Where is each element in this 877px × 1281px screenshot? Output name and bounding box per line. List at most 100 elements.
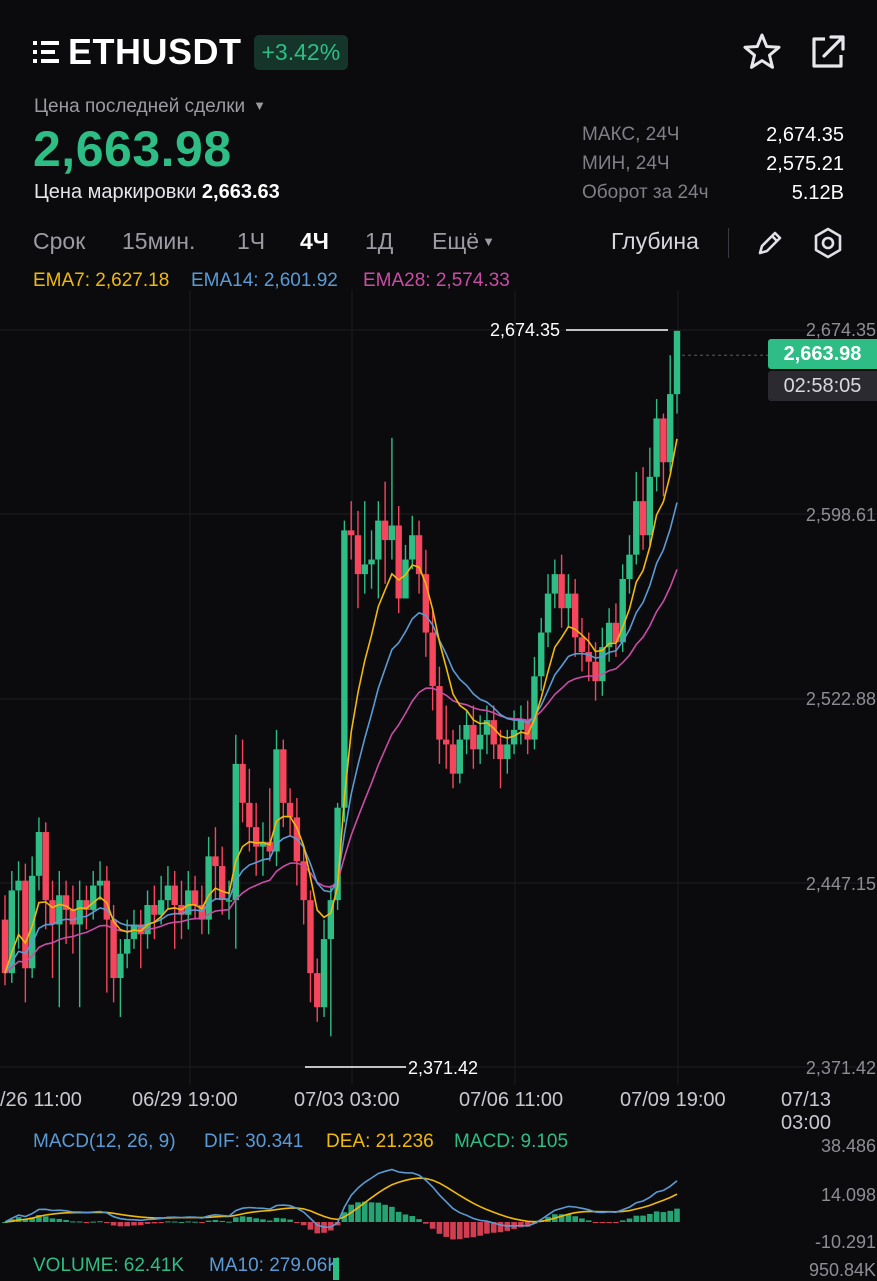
candle <box>599 627 606 696</box>
volume-label: VOLUME: 62.41K <box>33 1255 185 1276</box>
caret-down-icon: ▼ <box>482 234 495 249</box>
candle <box>504 729 511 774</box>
stat-turnover-label: Оборот за 24ч <box>582 182 709 203</box>
star-icon[interactable] <box>742 32 782 72</box>
macd-histogram-bar <box>484 1222 490 1234</box>
tab-1h[interactable]: 1Ч <box>237 228 266 254</box>
macd-histogram-bar <box>565 1214 572 1222</box>
macd-histogram-bar <box>619 1220 626 1222</box>
candlestick-chart[interactable] <box>0 290 877 1090</box>
candle <box>49 880 56 979</box>
candle <box>551 559 559 609</box>
caret-down-icon[interactable]: ▼ <box>253 98 266 113</box>
tab-15m[interactable]: 15мин. <box>122 228 196 254</box>
stat-turnover-value: 5.12B <box>791 182 844 204</box>
macd-histogram-bar <box>90 1221 97 1223</box>
candle <box>456 724 463 784</box>
settings-icon[interactable] <box>811 226 845 260</box>
candle <box>286 788 294 837</box>
candle <box>307 890 314 1003</box>
mark-price-value: 2,663.63 <box>201 181 280 203</box>
candle <box>334 802 341 910</box>
macd-histogram-bar <box>165 1221 171 1223</box>
macd-histogram-bar <box>124 1222 130 1227</box>
candle <box>449 729 457 789</box>
candle <box>558 554 565 628</box>
macd-histogram-bar <box>518 1222 524 1228</box>
candle <box>483 705 491 755</box>
macd-histogram-bar <box>633 1215 640 1222</box>
symbol-name[interactable]: ETHUSDT <box>68 31 242 72</box>
time-axis-label: /26 11:00 <box>0 1089 82 1111</box>
macd-histogram-bar <box>171 1221 178 1223</box>
candle <box>388 437 396 560</box>
candle <box>639 467 647 550</box>
price-axis-label: 2,598.61 <box>805 505 876 525</box>
macd-histogram-bar <box>585 1220 592 1222</box>
stat-high-value: 2,674.35 <box>766 124 844 146</box>
dif-line <box>4 1168 678 1229</box>
macd-histogram-bar <box>226 1221 232 1223</box>
macd-histogram-bar <box>158 1222 164 1223</box>
candle <box>347 501 355 560</box>
tab-more[interactable]: Ещё ▼ <box>432 228 495 255</box>
macd-histogram-bar <box>647 1213 653 1222</box>
macd-histogram-bar <box>280 1218 287 1222</box>
macd-histogram-bar <box>42 1216 49 1222</box>
candle <box>619 564 626 652</box>
tab-more-label: Ещё <box>432 228 480 254</box>
candle <box>612 603 620 657</box>
dea-line <box>4 1177 678 1223</box>
last-price-label-text: Цена последней сделки <box>34 96 246 117</box>
candle <box>144 890 151 949</box>
change-badge: +3.42% <box>253 34 349 70</box>
tab-period[interactable]: Срок <box>33 228 86 254</box>
macd-histogram-bar <box>49 1218 56 1222</box>
tab-1d[interactable]: 1Д <box>365 228 394 254</box>
candle <box>191 875 199 920</box>
macd-histogram-bar <box>219 1220 226 1222</box>
share-icon[interactable] <box>808 32 848 72</box>
candle <box>402 544 409 599</box>
price-axis-label: 2,447.15 <box>805 874 876 894</box>
macd-histogram-bar <box>592 1222 599 1223</box>
macd-dea-label: DEA: 21.236 <box>326 1131 434 1152</box>
candle <box>259 822 267 876</box>
macd-axis-label: 38.486 <box>820 1136 876 1156</box>
symbol-header[interactable]: ETHUSDT +3.42% <box>32 30 349 74</box>
candle <box>137 909 144 969</box>
last-price-label[interactable]: Цена последней сделки ▼ <box>34 96 266 118</box>
candle <box>1 895 9 986</box>
countdown-tag: 02:58:05 <box>768 371 877 401</box>
candle <box>42 822 49 930</box>
macd-histogram-bar <box>266 1220 273 1222</box>
macd-histogram-bar <box>273 1217 280 1222</box>
macd-histogram-bar <box>436 1222 443 1234</box>
macd-histogram-bar <box>36 1214 42 1222</box>
pencil-icon[interactable] <box>754 227 786 259</box>
candle <box>463 710 470 755</box>
mark-price-label: Цена маркировки <box>34 181 197 203</box>
depth-button[interactable]: Глубина <box>611 228 699 254</box>
macd-histogram-bar <box>450 1222 456 1240</box>
macd-histogram-bar <box>192 1221 198 1223</box>
macd-histogram-bar <box>294 1222 300 1223</box>
candle <box>117 939 124 1017</box>
macd-histogram-bar <box>70 1221 76 1223</box>
menu-icon[interactable] <box>32 39 60 65</box>
macd-histogram-bar <box>674 1208 680 1222</box>
macd-histogram-bar <box>477 1222 483 1236</box>
macd-histogram-bar <box>558 1214 565 1222</box>
candle <box>381 481 389 584</box>
candle <box>219 846 226 915</box>
macd-histogram-bar <box>456 1222 463 1240</box>
macd-histogram-bar <box>151 1222 158 1224</box>
time-axis-label: 07/06 11:00 <box>459 1089 564 1111</box>
macd-histogram-bar <box>56 1218 63 1222</box>
volume-ma-label: MA10: 279.06K <box>209 1255 340 1276</box>
candle <box>327 885 335 1037</box>
tab-4h[interactable]: 4Ч <box>300 228 329 254</box>
volume-bar <box>333 1258 339 1280</box>
macd-histogram-bar <box>110 1222 117 1226</box>
candle <box>470 705 477 769</box>
